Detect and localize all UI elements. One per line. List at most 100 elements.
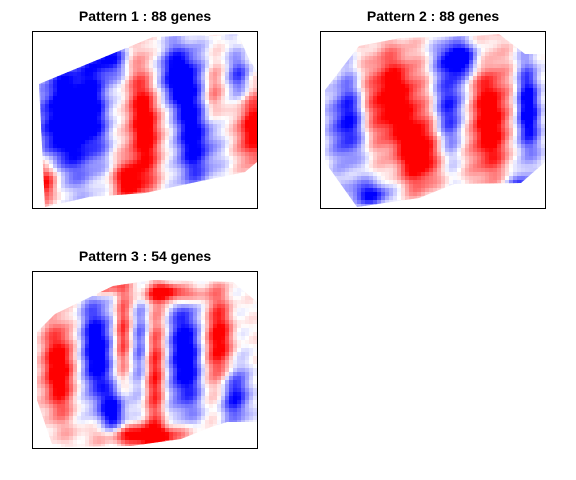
heatmap-cell (369, 112, 374, 117)
heatmap-cell (397, 72, 402, 77)
heatmap-cell (481, 180, 486, 185)
heatmap-cell (97, 192, 102, 197)
heatmap-cell (445, 34, 450, 37)
heatmap-cell (61, 184, 66, 189)
heatmap-cell (113, 116, 118, 121)
heatmap-cell (529, 36, 534, 41)
heatmap-cell (433, 176, 438, 181)
heatmap-cell (45, 144, 50, 149)
heatmap-cell (217, 160, 222, 165)
heatmap-cell (93, 120, 98, 125)
heatmap-cell (113, 52, 118, 57)
heatmap-cell (41, 196, 46, 201)
heatmap-cell (249, 34, 254, 37)
heatmap-cell (137, 48, 142, 53)
heatmap-cell (97, 120, 102, 125)
heatmap-cell (497, 92, 502, 97)
heatmap-cell (453, 184, 458, 189)
heatmap-cell (433, 108, 438, 113)
heatmap-cell (169, 168, 174, 173)
heatmap-cell (445, 160, 450, 165)
heatmap-cell (241, 92, 246, 97)
heatmap-cell (145, 192, 150, 197)
heatmap-cell (521, 204, 526, 207)
heatmap-cell (93, 96, 98, 101)
heatmap-cell (53, 108, 58, 113)
heatmap-cell (385, 64, 390, 69)
heatmap-cell (73, 92, 78, 97)
heatmap-cell (133, 180, 138, 185)
heatmap-cell (537, 200, 542, 205)
heatmap-cell (421, 176, 426, 181)
heatmap-cell (249, 168, 254, 173)
heatmap-cell (189, 56, 194, 61)
heatmap-cell (165, 112, 170, 117)
heatmap-cell (525, 52, 530, 57)
heatmap-cell (241, 152, 246, 157)
heatmap-cell (249, 44, 254, 49)
heatmap-cell (329, 80, 334, 85)
heatmap-cell (57, 128, 62, 133)
heatmap-cell (113, 68, 118, 73)
heatmap-cell (377, 132, 382, 137)
heatmap-cell (93, 68, 98, 73)
heatmap-cell (373, 184, 378, 189)
heatmap-cell (329, 112, 334, 117)
heatmap-cell (49, 144, 54, 149)
heatmap-cell (225, 120, 230, 125)
heatmap-cell (521, 34, 526, 37)
heatmap-cell (141, 34, 146, 37)
heatmap-cell (505, 48, 510, 53)
heatmap-cell (521, 88, 526, 93)
heatmap-cell (529, 68, 534, 73)
heatmap-cell (249, 136, 254, 141)
heatmap-cell (381, 80, 386, 85)
heatmap-cell (49, 84, 54, 89)
heatmap-cell (445, 72, 450, 77)
heatmap-cell (45, 160, 50, 165)
heatmap-cell (125, 92, 130, 97)
heatmap-cell (457, 108, 462, 113)
heatmap-cell (101, 176, 106, 181)
heatmap-cell (105, 172, 110, 177)
heatmap-cell (45, 88, 50, 93)
heatmap-cell (85, 40, 90, 45)
heatmap-cell (225, 116, 230, 121)
heatmap-cell (93, 52, 98, 57)
heatmap-cell (437, 204, 442, 207)
heatmap-cell (157, 68, 162, 73)
heatmap-cell (493, 64, 498, 69)
heatmap-cell (393, 176, 398, 181)
heatmap-cell (361, 184, 366, 189)
heatmap-cell (525, 148, 530, 153)
heatmap-cell (477, 120, 482, 125)
heatmap-cell (445, 176, 450, 181)
heatmap-cell (73, 112, 78, 117)
heatmap-cell (489, 168, 494, 173)
heatmap-cell (65, 72, 70, 77)
heatmap-cell (193, 272, 198, 277)
heatmap-cell (521, 80, 526, 85)
heatmap-cell (237, 68, 242, 73)
heatmap-cell (365, 148, 370, 153)
heatmap-cell (461, 184, 466, 189)
heatmap-cell (229, 76, 234, 81)
heatmap-cell (345, 184, 350, 189)
heatmap-cell (217, 272, 222, 277)
heatmap-cell (533, 108, 538, 113)
heatmap-cell (337, 48, 342, 53)
heatmap-cell (525, 92, 530, 97)
heatmap-cell (541, 180, 545, 185)
heatmap-cell (445, 188, 450, 193)
heatmap-cell (345, 92, 350, 97)
heatmap-cell (105, 148, 110, 153)
heatmap-cell (173, 160, 178, 165)
heatmap-cell (509, 160, 514, 165)
heatmap-cell (121, 148, 126, 153)
heatmap-cell (405, 108, 410, 113)
heatmap-cell (497, 96, 502, 101)
heatmap-cell (541, 120, 545, 125)
heatmap-cell (373, 168, 378, 173)
heatmap-cell (193, 104, 198, 109)
heatmap-cell (85, 152, 90, 157)
